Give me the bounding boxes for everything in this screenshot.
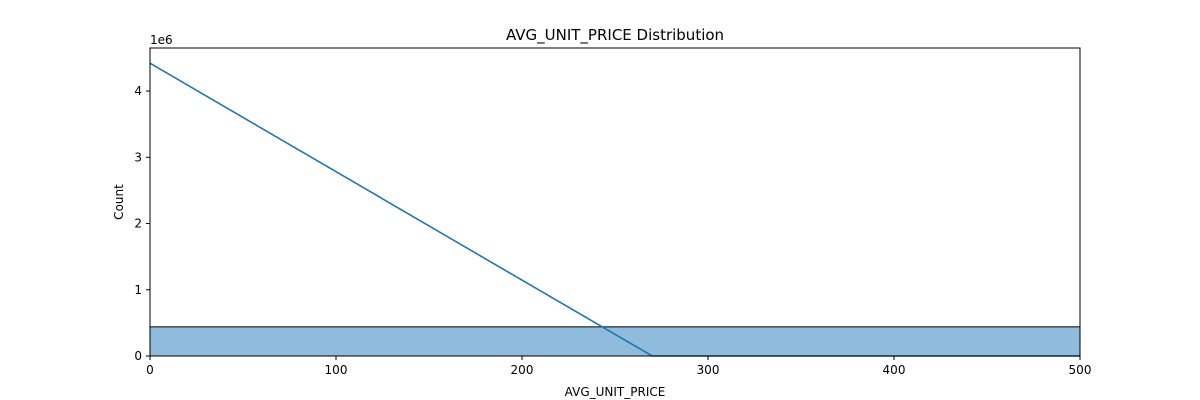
plot-frame [149,47,1081,357]
kde-line-layer [149,62,1080,357]
x-tick-label: 500 [1069,363,1092,377]
x-axis-label: AVG_UNIT_PRICE [565,385,666,399]
y-axis-offset-label: 1e6 [150,33,173,47]
x-tick-label: 100 [325,363,348,377]
chart-title: AVG_UNIT_PRICE Distribution [506,26,724,45]
y-axis-label: Count [112,184,126,220]
x-tick-label: 0 [146,363,154,377]
histogram-bar [149,326,1081,357]
y-tick-label: 3 [134,150,142,164]
x-tick-label: 400 [883,363,906,377]
x-tick-label: 300 [697,363,720,377]
x-tick-label: 200 [511,363,534,377]
bars-layer [149,326,1081,357]
y-tick-label: 2 [134,217,142,231]
kde-line [149,62,1080,357]
y-tick-label: 1 [134,283,142,297]
y-tick-label: 4 [134,84,142,98]
y-tick-label: 0 [134,349,142,363]
ticks-layer: 0 100 200 300 400 500 0 1 2 3 4 [134,84,1091,377]
